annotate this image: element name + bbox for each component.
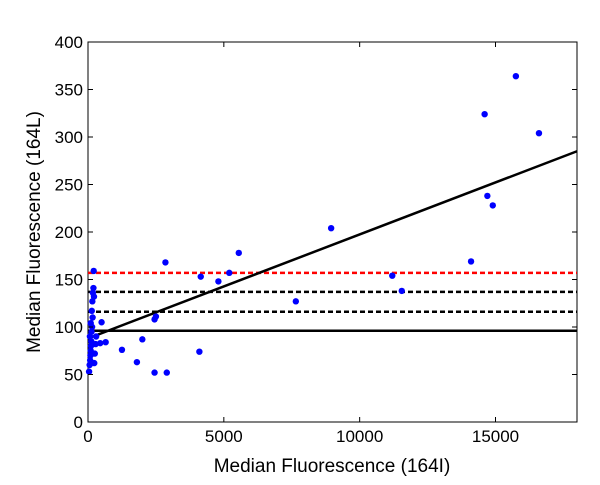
data-point <box>91 359 98 367</box>
y-tick-label: 300 <box>55 128 83 147</box>
data-point <box>327 225 335 232</box>
data-point <box>88 328 95 335</box>
data-point <box>90 267 97 275</box>
reference-lines <box>88 271 577 333</box>
data-point <box>481 111 488 118</box>
regression-line-group <box>87 150 578 340</box>
x-tick-label: 10000 <box>336 427 383 446</box>
regression-line <box>87 150 578 340</box>
data-point <box>196 348 203 355</box>
y-tick-label: 250 <box>55 176 83 195</box>
x-tick-label: 5000 <box>205 427 243 446</box>
y-tick-label: 400 <box>55 33 83 52</box>
data-point <box>98 319 105 326</box>
data-point <box>87 320 94 327</box>
data-point <box>102 339 109 346</box>
y-tick-label: 200 <box>55 223 83 242</box>
x-tick-label: 0 <box>83 427 92 446</box>
y-tick-label: 150 <box>55 271 83 290</box>
y-tick-label: 50 <box>64 366 83 385</box>
data-point <box>90 284 97 292</box>
plot-area <box>87 41 578 423</box>
data-point <box>91 350 98 357</box>
data-point <box>226 269 233 277</box>
y-axis-ticks: 0 50 100 150 200 250 300 350 400 <box>55 33 577 432</box>
data-point <box>535 130 543 137</box>
data-point <box>512 73 520 80</box>
data-point <box>151 369 158 376</box>
data-point <box>139 336 146 343</box>
data-point <box>152 313 160 320</box>
y-tick-label: 100 <box>55 318 83 337</box>
data-point <box>118 346 126 353</box>
y-tick-label: 0 <box>74 413 83 432</box>
data-point <box>85 368 93 375</box>
data-point <box>89 314 96 321</box>
data-point <box>97 339 104 347</box>
data-point <box>467 258 475 265</box>
data-point <box>389 272 396 279</box>
data-point <box>163 369 170 376</box>
data-points <box>85 73 543 376</box>
x-axis-label: Median Fluorescence (164I) <box>214 456 451 477</box>
data-point <box>489 202 496 209</box>
x-axis-ticks: 0 5000 10000 15000 <box>83 42 519 446</box>
data-point <box>89 289 97 296</box>
y-axis-label: Median Fluorescence (164L) <box>24 111 45 353</box>
data-point <box>398 287 405 295</box>
data-point <box>235 249 242 257</box>
x-tick-label: 15000 <box>472 427 519 446</box>
data-point <box>162 259 169 266</box>
data-point <box>88 307 96 315</box>
data-point <box>215 278 222 285</box>
data-point <box>484 192 491 200</box>
y-tick-label: 350 <box>55 81 83 100</box>
data-point <box>292 298 300 305</box>
data-point <box>197 273 204 280</box>
data-point <box>133 358 141 366</box>
data-point <box>92 333 100 340</box>
